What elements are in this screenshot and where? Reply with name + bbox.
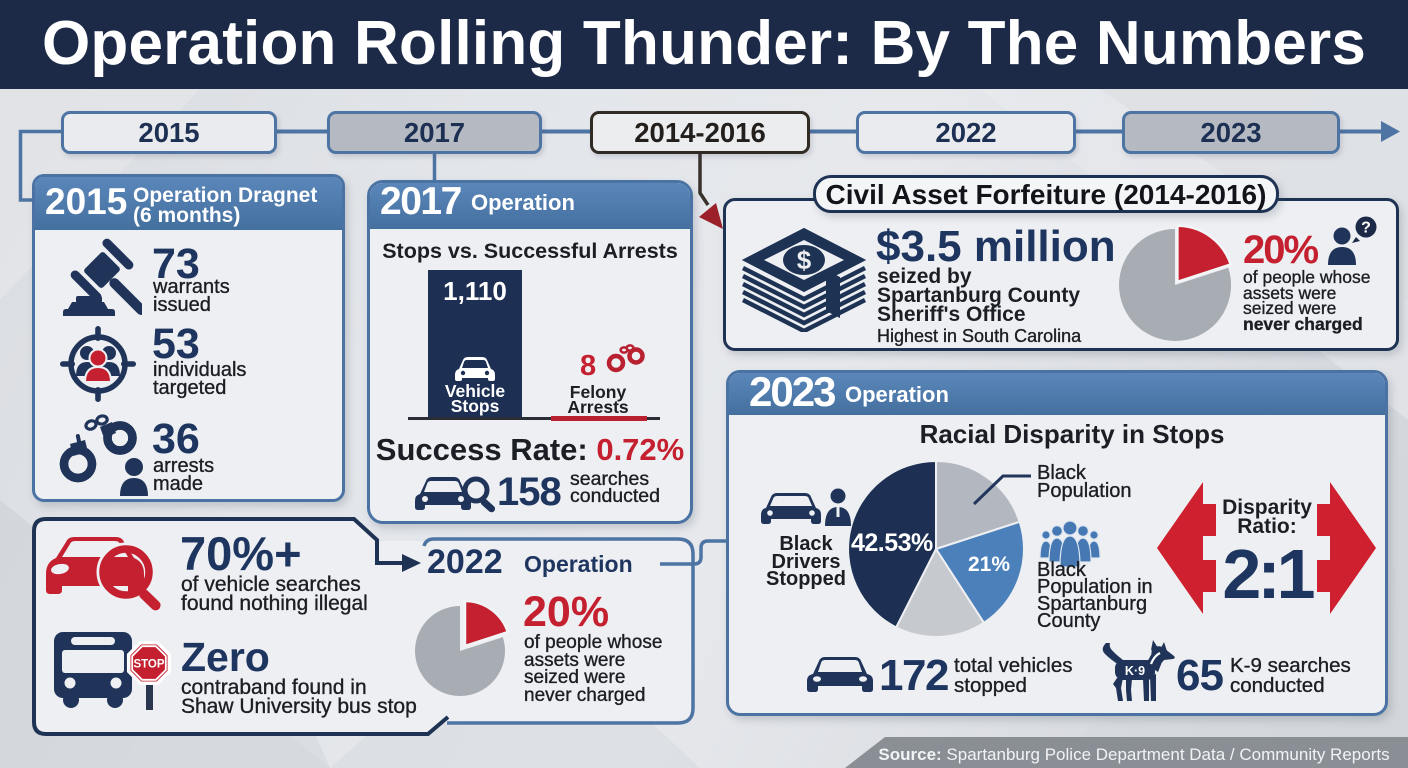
svg-text:K·9: K·9 — [1125, 664, 1145, 678]
svg-text:$: $ — [797, 245, 812, 275]
svg-text:STOP: STOP — [133, 659, 164, 671]
svg-text:?: ? — [1361, 220, 1371, 237]
